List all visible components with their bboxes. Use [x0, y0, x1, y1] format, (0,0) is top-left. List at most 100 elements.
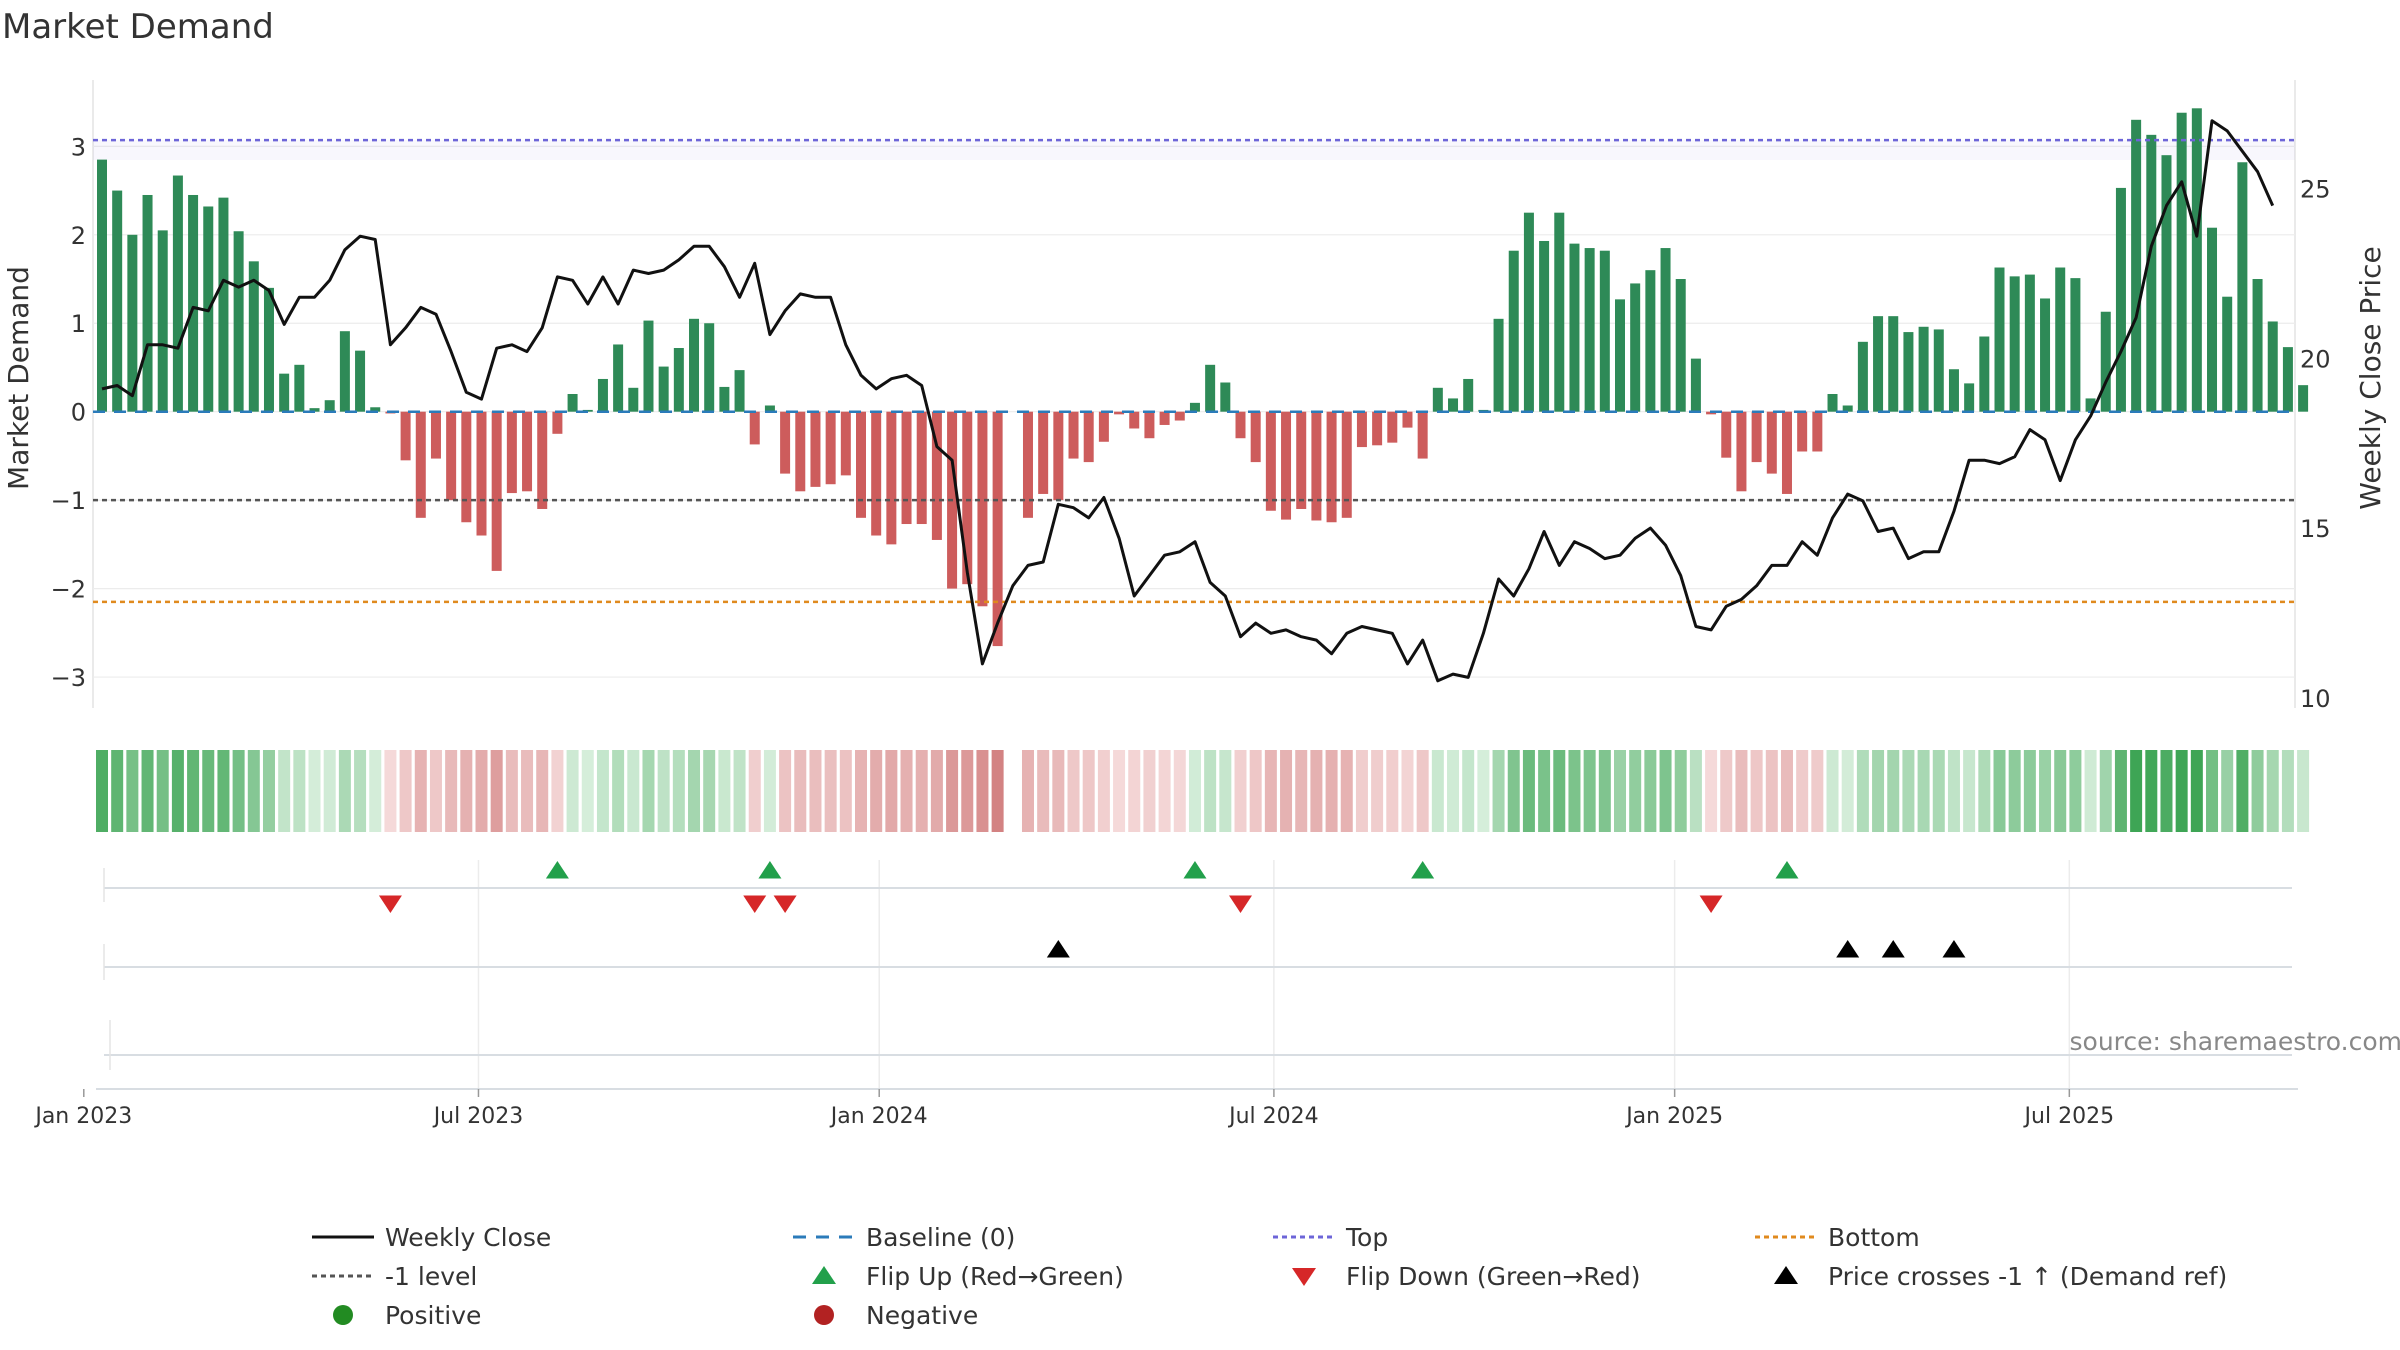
strip-cell [688, 750, 701, 832]
positive-bar [248, 261, 259, 412]
negative-bar [476, 411, 487, 536]
strip-cell [1553, 750, 1566, 832]
strip-cell [2297, 750, 2310, 832]
legend: Weekly Close Baseline (0) Top Bottom -1 leve… [312, 1223, 2227, 1330]
positive-bar [628, 387, 639, 412]
positive-bar [1599, 250, 1610, 412]
legend-swatch [812, 1266, 836, 1284]
legend-item: Price crosses -1 ↑ (Demand ref) [1774, 1262, 2227, 1291]
strip-cell [1780, 750, 1793, 832]
strip-cell [718, 750, 731, 832]
positive-bar [97, 159, 107, 412]
left-tick-label: 0 [71, 399, 86, 427]
negative-bar [430, 411, 441, 459]
strip-cell [475, 750, 488, 832]
strip-cell [308, 750, 321, 832]
source-text: source: sharemaestro.com [2070, 1027, 2400, 1056]
left-tick-label: −3 [51, 664, 86, 692]
strip-cell [870, 750, 883, 832]
flip-up-marker [1183, 861, 1207, 879]
negative-bar [1174, 411, 1185, 421]
legend-swatch [333, 1305, 353, 1325]
strip-cell [991, 750, 1004, 832]
strip-cell [232, 750, 245, 832]
positive-bar [2040, 298, 2051, 412]
strip-cell [627, 750, 640, 832]
legend-label: Price crosses -1 ↑ (Demand ref) [1828, 1262, 2227, 1291]
strip-cell [126, 750, 139, 832]
strip-cell [1887, 750, 1900, 832]
negative-bar [1022, 411, 1033, 518]
strip-cell [187, 750, 200, 832]
positive-bar [1873, 316, 1884, 412]
legend-item: Flip Down (Green→Red) [1292, 1262, 1641, 1291]
x-tick-label: Jul 2025 [2023, 1104, 2115, 1129]
left-axis-ticks: 3 2 1 0 −1 −2 −3 [51, 133, 86, 692]
negative-bar [1706, 411, 1717, 415]
strip-cell [96, 750, 108, 832]
positive-bar [613, 344, 624, 412]
positive-bar [2298, 385, 2309, 412]
strip-cell [748, 750, 761, 832]
strip-cell [1143, 750, 1156, 832]
positive-bar [2146, 134, 2157, 412]
legend-item: Positive [333, 1301, 481, 1330]
strip-cell [961, 750, 974, 832]
positive-bar [643, 320, 654, 412]
positive-bar [1888, 316, 1899, 412]
positive-bar [370, 407, 381, 412]
strip-cell [1128, 750, 1141, 832]
strip-cell [369, 750, 382, 832]
negative-bar [1797, 411, 1808, 452]
negative-bar [1326, 411, 1337, 523]
strip-cell [1249, 750, 1262, 832]
strip-cell [1629, 750, 1642, 832]
negative-bar [1372, 411, 1383, 446]
legend-label: Bottom [1828, 1223, 1920, 1252]
legend-item: Flip Up (Red→Green) [812, 1262, 1124, 1291]
event-rows-frame [96, 868, 2298, 1090]
positive-bar [2115, 187, 2126, 412]
x-tick-label: Jul 2023 [432, 1104, 524, 1129]
strip-cell [460, 750, 473, 832]
negative-bar [1356, 411, 1367, 448]
positive-bar [172, 175, 183, 412]
strip-cell [217, 750, 230, 832]
strip-cell [1280, 750, 1293, 832]
strip-cell [2145, 750, 2158, 832]
positive-bar [704, 323, 715, 412]
strip-cell [1340, 750, 1353, 832]
strip-cell [490, 750, 503, 832]
legend-item: Negative [814, 1301, 978, 1330]
strip-cell [2281, 750, 2294, 832]
strip-cell [551, 750, 564, 832]
legend-label: Flip Down (Green→Red) [1346, 1262, 1641, 1291]
strip-cell [2160, 750, 2173, 832]
negative-bar [1235, 411, 1246, 439]
negative-bar [1144, 411, 1155, 439]
x-tick-label: Jan 2025 [1624, 1104, 1723, 1129]
strip-cell [703, 750, 716, 832]
positive-bar [294, 364, 305, 412]
positive-bar [1675, 279, 1686, 412]
strip-cell [1735, 750, 1748, 832]
strip-cell [763, 750, 776, 832]
strip-cell [521, 750, 534, 832]
positive-bar [673, 348, 684, 412]
left-tick-label: 1 [71, 310, 86, 338]
strip-cell [141, 750, 154, 832]
strip-cell [1158, 750, 1171, 832]
positive-bar [1569, 243, 1580, 412]
negative-bar [780, 411, 791, 474]
strip-cell [445, 750, 458, 832]
negative-bar [1721, 411, 1732, 458]
negative-bar [1736, 411, 1747, 492]
negative-bar [1781, 411, 1792, 494]
strip-cell [354, 750, 367, 832]
strip-cell [1522, 750, 1535, 832]
negative-bar [1098, 411, 1109, 442]
strip-cell [581, 750, 594, 832]
right-tick-label: 10 [2300, 685, 2331, 713]
negative-bar [522, 411, 533, 492]
strip-cell [1689, 750, 1702, 832]
